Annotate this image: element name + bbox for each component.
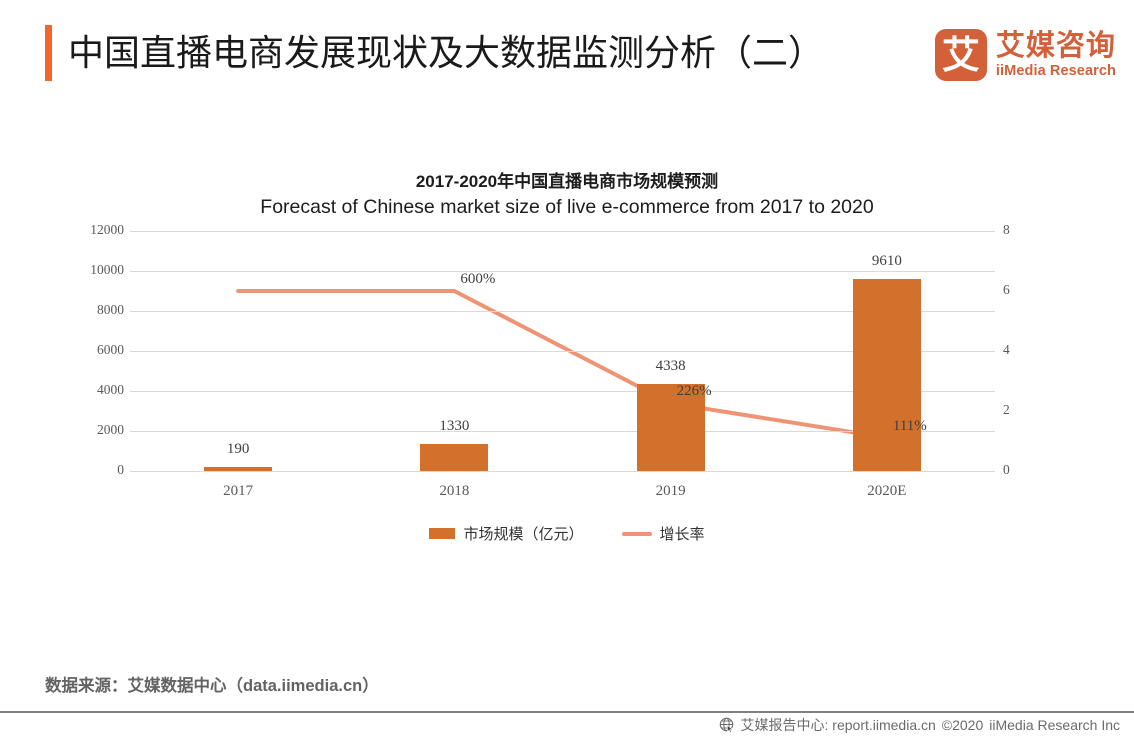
growth-rate-label: 600% xyxy=(460,271,496,287)
right-axis-tick: 6 xyxy=(1003,282,1010,297)
category-label-2020E: 2020E xyxy=(867,483,907,499)
right-axis-tick: 8 xyxy=(1003,222,1010,237)
right-axis-tick: 4 xyxy=(1003,342,1010,357)
footer-bar: 艾媒报告中心: report.iimedia.cn ©2020 iiMedia … xyxy=(0,713,1134,737)
logo-name-en: iiMedia Research xyxy=(995,62,1116,79)
title-accent-bar xyxy=(45,25,52,81)
bar-value-label: 1330 xyxy=(439,418,470,435)
growth-rate-line xyxy=(236,289,889,440)
left-axis-tick: 6000 xyxy=(97,342,124,357)
growth-rate-label: 226% xyxy=(676,383,712,400)
bar-value-label: 190 xyxy=(226,441,250,457)
left-axis-tick: 8000 xyxy=(97,302,124,317)
gridline xyxy=(130,471,995,472)
right-axis-tick: 0 xyxy=(1003,462,1010,477)
legend-item-market-size: 市场规模（亿元） xyxy=(429,523,584,544)
left-axis-tick: 2000 xyxy=(97,422,124,437)
footer-copyright: ©2020 xyxy=(941,717,984,733)
bar-value-label: 9610 xyxy=(871,252,902,269)
left-axis-tick: 4000 xyxy=(97,382,124,397)
gridline xyxy=(130,431,995,432)
logo-name-cn: 艾媒咨询 xyxy=(995,29,1116,62)
left-axis-tick: 0 xyxy=(117,462,124,477)
category-label-2018: 2018 xyxy=(439,483,470,499)
gridline xyxy=(130,391,995,392)
footer-company: iiMedia Research Inc xyxy=(989,717,1120,733)
legend-swatch-bar-icon xyxy=(429,528,456,539)
bar-2019 xyxy=(636,384,705,471)
data-source-text: 数据来源：艾媒数据中心（data.iimedia.cn） xyxy=(45,677,379,695)
page-header: 中国直播电商发展现状及大数据监测分析（二） 艾 艾媒咨询 iiMedia Res… xyxy=(0,0,1134,110)
chart-legend: 市场规模（亿元） 增长率 xyxy=(0,523,1134,544)
gridline xyxy=(130,351,995,352)
plot-area: 12000 10000 8000 6000 4000 2000 0 8 6 4 2 0 190 2017 1… xyxy=(0,222,1134,531)
plot-grid xyxy=(130,231,995,472)
footer-report-center: 艾媒报告中心: report.iimedia.cn xyxy=(740,717,936,733)
growth-rate-polyline xyxy=(236,289,889,440)
category-label-2019: 2019 xyxy=(655,483,686,499)
bar-2018 xyxy=(420,444,489,471)
bar-2017 xyxy=(204,467,273,471)
chart-container: 2017-2020年中国直播电商市场规模预测 Forecast of Chine… xyxy=(0,170,1134,560)
footer-divider xyxy=(0,711,1134,713)
right-axis-tick: 2 xyxy=(1003,402,1010,417)
growth-rate-label: 111% xyxy=(892,417,927,434)
gridline xyxy=(130,271,995,272)
category-label-2017: 2017 xyxy=(223,483,254,499)
logo-text: 艾媒咨询 iiMedia Research xyxy=(995,29,1116,79)
gridline xyxy=(130,311,995,312)
left-axis-tick: 10000 xyxy=(90,262,124,277)
page-title: 中国直播电商发展现状及大数据监测分析（二） xyxy=(68,32,825,73)
legend-swatch-line-icon xyxy=(621,531,652,536)
chart-title-en: Forecast of Chinese market size of live … xyxy=(260,196,874,218)
left-axis-tick: 12000 xyxy=(90,222,124,237)
logo-mark-icon: 艾 xyxy=(934,29,987,81)
chart-title-cn: 2017-2020年中国直播电商市场规模预测 xyxy=(415,172,719,191)
legend-label-market-size: 市场规模（亿元） xyxy=(463,526,584,543)
brand-logo: 艾 艾媒咨询 iiMedia Research xyxy=(934,26,1116,84)
bar-2020E xyxy=(852,278,921,471)
gridline xyxy=(130,231,995,232)
legend-label-growth-rate: 增长率 xyxy=(659,526,705,543)
globe-icon xyxy=(719,717,735,734)
bar-value-label: 4338 xyxy=(655,358,686,375)
legend-item-growth-rate: 增长率 xyxy=(621,523,705,544)
